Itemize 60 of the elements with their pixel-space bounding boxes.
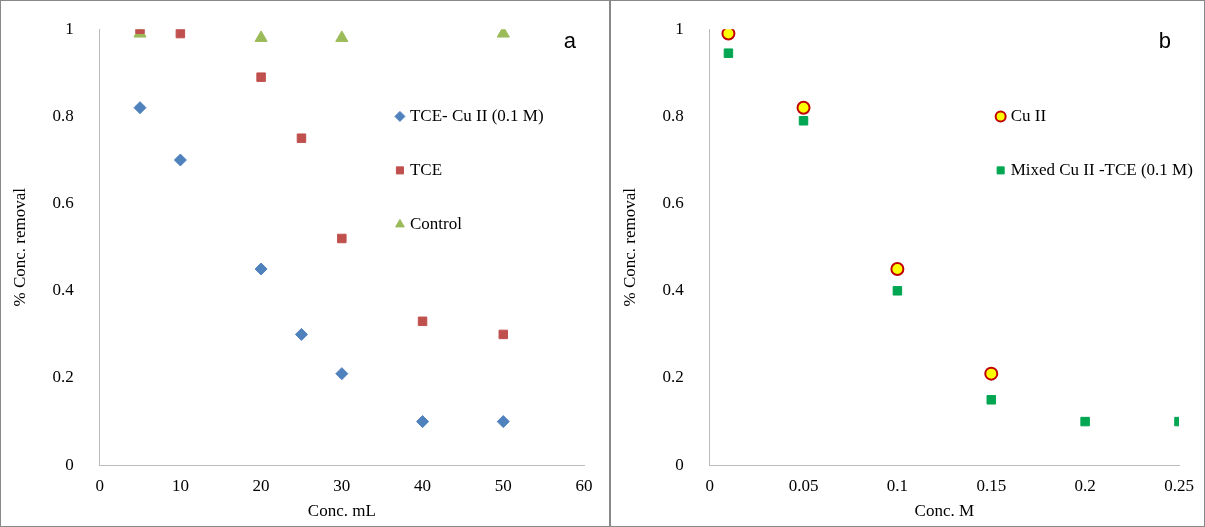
legend-label: Control [409,213,463,233]
x-tick-label: 40 [414,475,432,495]
y-tick-label: 1 [65,18,74,38]
annotation: a [563,28,577,54]
x-tick-label: 0.05 [788,475,819,495]
y-tick-label: 0.4 [662,280,685,300]
point [254,262,268,276]
point [796,100,811,115]
x-tick-label: 30 [333,475,351,495]
y-tick-label: 0.2 [662,367,684,387]
x-tick-label: 0.25 [1164,475,1194,495]
y-tick-label: 0.8 [662,105,684,125]
point [296,133,307,143]
y-tick-label: 1 [675,18,684,38]
legend-label: TCE- Cu II (0.1 M) [409,105,544,125]
y-tick-label: 0.2 [52,367,74,387]
x-tick-label: 10 [171,475,189,495]
point [498,329,509,340]
point [890,262,905,276]
point [984,366,999,381]
y-axis-title: % Conc. removal [619,187,639,307]
point [256,72,266,82]
y-tick-label: 0.4 [52,280,75,300]
y-tick-label: 0.8 [52,105,74,125]
y-tick-label: 0.6 [662,193,684,213]
x-tick-label: 0 [95,475,104,495]
y-tick-label: 0.6 [52,193,74,213]
x-tick-label: 0.1 [886,475,909,495]
x-tick-label: 0.2 [1074,475,1096,495]
point [496,415,510,429]
point [721,29,736,41]
point [892,286,903,296]
point [1080,416,1090,427]
point [723,48,734,58]
point [294,327,308,341]
annotation: b [1158,28,1171,54]
x-tick-label: 20 [252,475,270,495]
point [417,316,428,327]
point [798,116,809,126]
point [254,30,268,42]
y-tick-label: 0 [65,454,74,474]
point [335,367,349,381]
point [175,29,186,39]
x-tick-label: 60 [575,475,593,495]
point [416,415,430,429]
legend-label: Mixed Cu II -TCE (0.1 M) [1010,159,1193,179]
point [173,153,187,167]
x-tick-label: 0.15 [976,475,1007,495]
legend-label: TCE [409,159,443,179]
point [335,30,349,42]
x-axis-title: Conc. M [914,501,975,521]
point [133,101,147,115]
point [337,233,347,244]
x-tick-label: 50 [494,475,512,495]
x-axis-title: Conc. mL [307,501,376,521]
x-tick-label: 0 [705,475,714,495]
legend-label: Cu II [1010,105,1047,125]
y-axis-title: % Conc. removal [9,187,29,307]
y-tick-label: 0 [675,454,684,474]
point [986,395,996,405]
